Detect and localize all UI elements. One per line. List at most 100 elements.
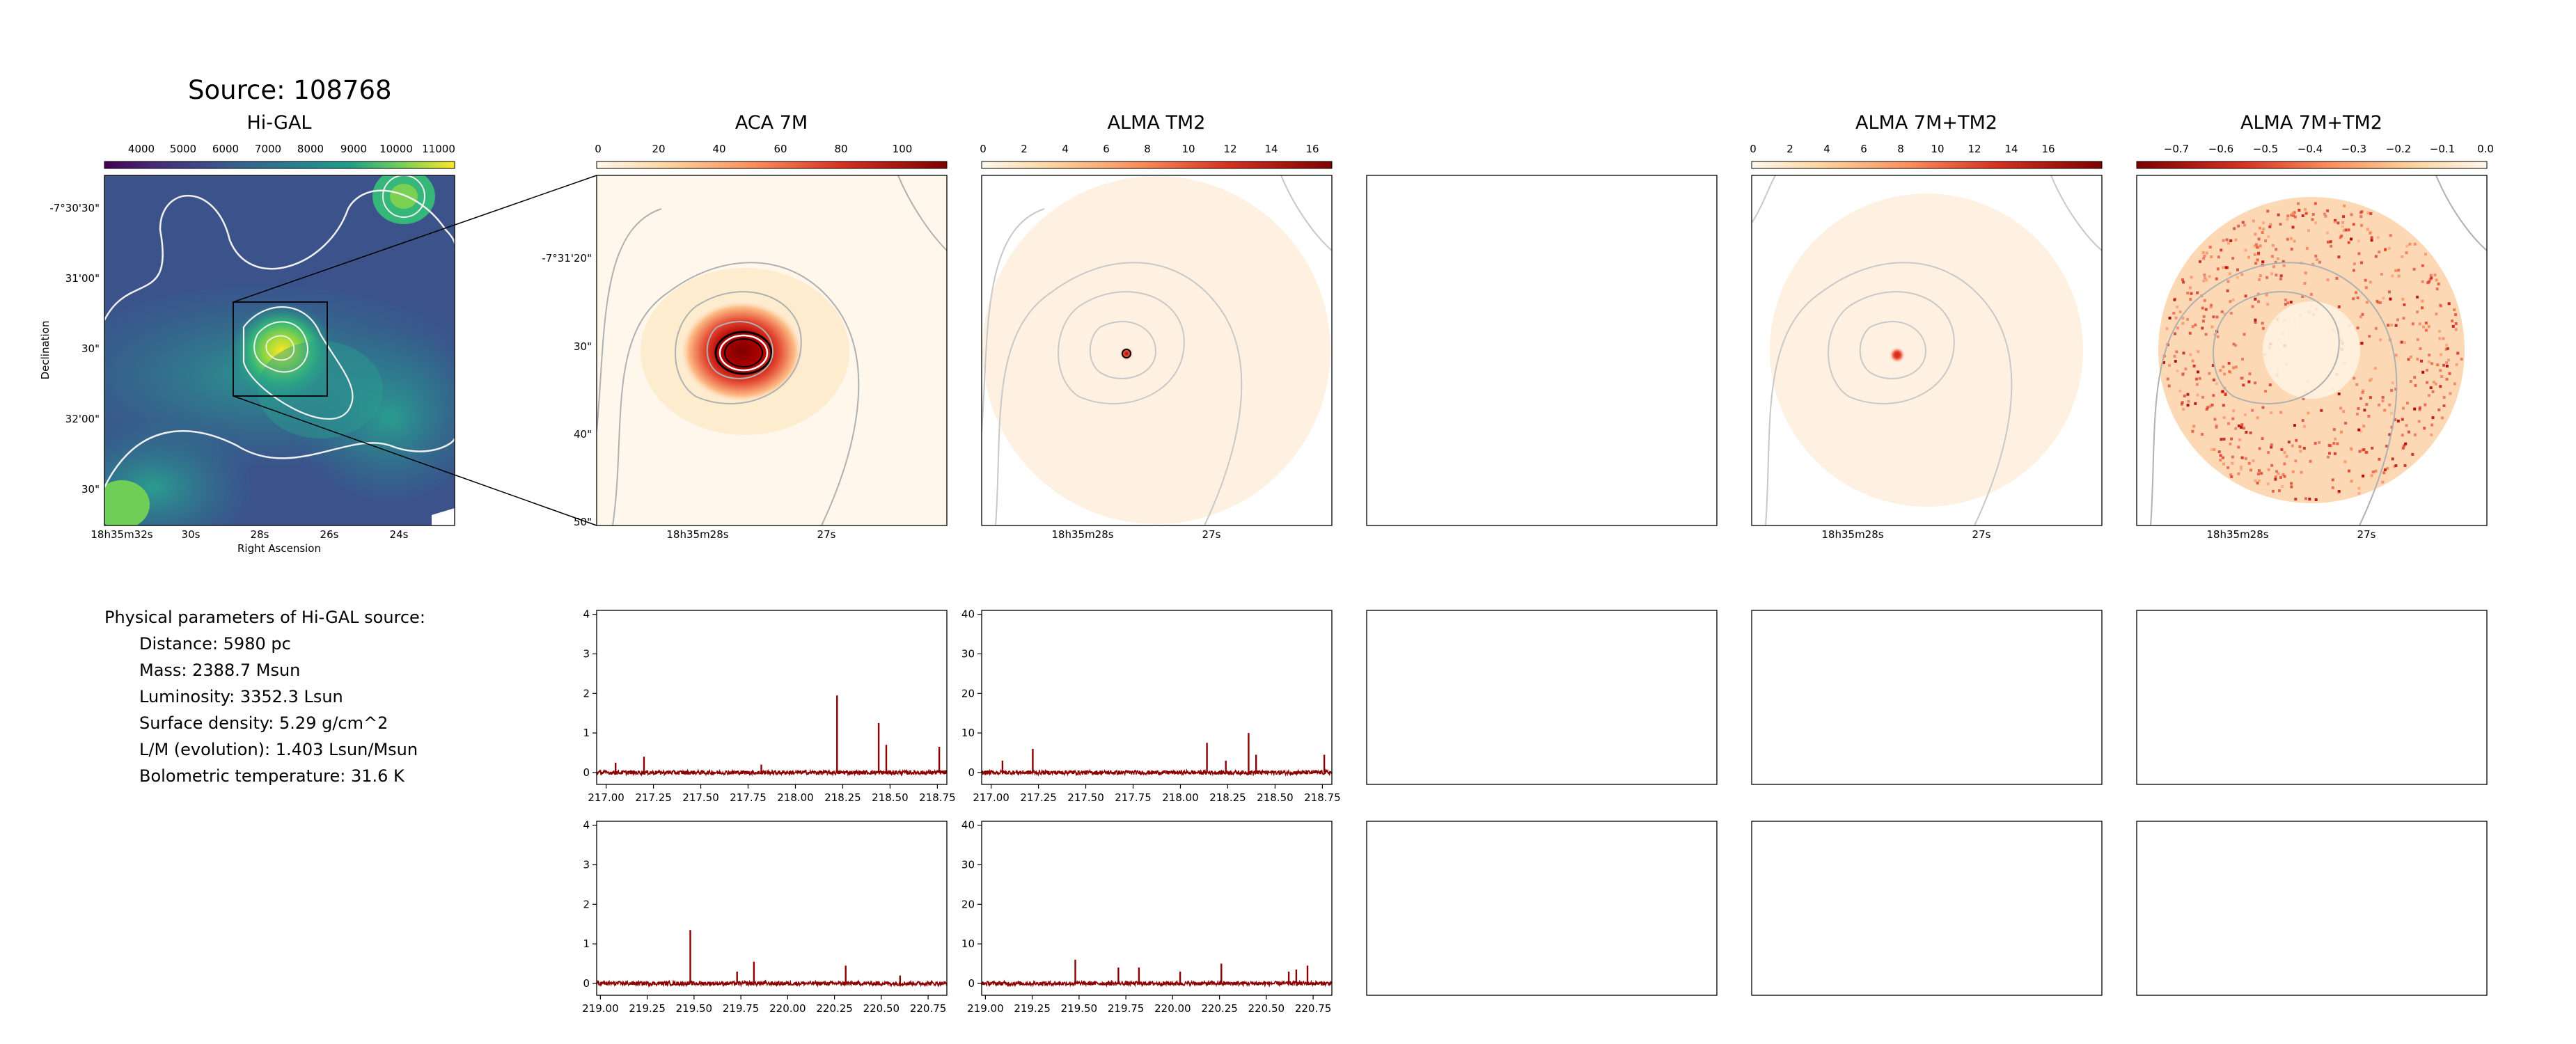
noise-pixel (2456, 351, 2460, 355)
noise-pixel (2283, 462, 2286, 466)
noise-pixel (2232, 342, 2236, 346)
noise-pixel (2190, 292, 2193, 295)
param-mass: Mass: 2388.7 Msun (139, 661, 301, 680)
noise-pixel (2253, 253, 2256, 256)
noise-pixel (2270, 443, 2273, 447)
noise-pixel (2279, 277, 2282, 280)
noise-pixel (2421, 306, 2424, 310)
noise-pixel (2173, 354, 2176, 358)
colorbar-tick: −0.4 (2298, 143, 2323, 155)
xtick-label: 217.50 (682, 791, 719, 804)
xtick-label: 220.50 (1248, 1002, 1285, 1015)
noise-pixel (2287, 441, 2291, 444)
noise-pixel (2426, 381, 2429, 384)
noise-pixel (2427, 394, 2430, 397)
noise-pixel (2448, 372, 2451, 375)
noise-pixel (2401, 255, 2404, 258)
noise-pixel (2203, 254, 2206, 258)
noise-pixel (2350, 447, 2353, 450)
colorbar-tick: 0 (980, 143, 987, 155)
noise-pixel (2290, 485, 2293, 489)
noise-pixel (2444, 347, 2448, 351)
noise-pixel (2256, 258, 2259, 262)
noise-pixel (2361, 313, 2364, 316)
noise-pixel (2385, 445, 2388, 448)
noise-pixel (2245, 431, 2248, 434)
noise-pixel (2270, 445, 2273, 449)
xtick-label: 217.50 (1067, 791, 1104, 804)
noise-pixel (2260, 472, 2263, 475)
noise-pixel (2314, 254, 2318, 258)
noise-pixel (2274, 477, 2277, 481)
noise-pixel (2394, 418, 2397, 422)
noise-pixel (2254, 321, 2257, 324)
noise-pixel (2188, 286, 2192, 290)
noise-pixel (2182, 351, 2185, 355)
noise-pixel (2365, 301, 2369, 304)
noise-pixel (2350, 448, 2353, 451)
aca7m-colorbar-ticks: 0 20 40 60 80 100 (595, 143, 912, 155)
noise-pixel (2353, 262, 2356, 266)
noise-pixel (2194, 402, 2197, 405)
colorbar-tick: 2 (1786, 143, 1793, 155)
noise-pixel (2381, 400, 2385, 402)
noise-pixel (2445, 343, 2449, 347)
page-title: Source: 108768 (188, 75, 392, 105)
colorbar-tick: 40 (712, 143, 725, 155)
noise-pixel (2275, 470, 2278, 473)
noise-pixel (2228, 370, 2231, 373)
noise-pixel (2178, 389, 2182, 393)
noise-pixel (2254, 479, 2257, 482)
noise-pixel (2442, 363, 2446, 367)
noise-pixel (2201, 319, 2205, 323)
noise-pixel (2234, 238, 2238, 242)
ytick-label: -7°30'30" (49, 202, 100, 214)
noise-pixel (2381, 395, 2385, 399)
noise-pixel (2216, 267, 2220, 271)
noise-pixel (2453, 308, 2456, 312)
noise-pixel (2254, 381, 2257, 385)
noise-pixel (2302, 447, 2306, 450)
colorbar-tick: 8 (1144, 143, 1151, 155)
noise-pixel (2240, 377, 2243, 380)
noise-pixel (2309, 459, 2312, 463)
noise-pixel (2286, 214, 2290, 218)
noise-pixel (2401, 434, 2404, 437)
noise-pixel (2413, 407, 2417, 411)
ytick-label: 2 (583, 687, 590, 699)
noise-pixel (2454, 328, 2458, 331)
noise-pixel (2336, 442, 2339, 445)
noise-pixel (2437, 283, 2440, 285)
spectrum-baseline (981, 768, 1333, 777)
noise-pixel (2320, 409, 2323, 412)
noise-pixel (2230, 475, 2233, 478)
noise-pixel (2291, 444, 2294, 448)
noise-pixel (2437, 408, 2441, 411)
noise-pixel (2257, 479, 2261, 482)
noise-pixel (2445, 365, 2449, 367)
noise-pixel (2409, 380, 2412, 383)
higal-frame (104, 175, 455, 526)
noise-pixel (2311, 213, 2315, 216)
noise-pixel (2347, 241, 2350, 244)
noise-pixel (2223, 372, 2226, 376)
colorbar-tick: 8000 (297, 143, 324, 155)
noise-pixel (2222, 462, 2225, 466)
noise-pixel (2210, 255, 2213, 258)
noise-pixel (2254, 262, 2258, 265)
noise-pixel (2373, 367, 2377, 370)
noise-pixel (2291, 226, 2295, 229)
noise-pixel (2172, 311, 2176, 315)
noise-pixel (2201, 306, 2204, 310)
noise-pixel (2300, 470, 2303, 474)
noise-pixel (2333, 221, 2337, 223)
ytick-label: 1 (583, 727, 590, 739)
colorbar-tick: 6 (1860, 143, 1867, 155)
xtick-label: 27s (817, 528, 836, 541)
noise-pixel (2360, 223, 2363, 227)
noise-pixel (2186, 393, 2190, 396)
noise-pixel (2342, 229, 2346, 232)
noise-pixel (2252, 459, 2255, 463)
noise-pixel (2247, 255, 2251, 259)
noise-pixel (2405, 244, 2409, 248)
